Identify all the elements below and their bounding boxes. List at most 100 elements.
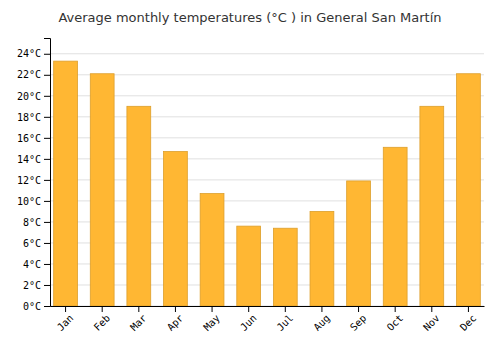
tick-mark — [358, 306, 359, 312]
tick: 20°C — [17, 91, 50, 102]
tick-mark — [44, 201, 50, 202]
tick-label: Nov — [421, 312, 442, 333]
tick-label: Sep — [348, 312, 369, 333]
tick-label: 12°C — [17, 175, 41, 186]
tick: Aug — [311, 306, 332, 333]
grid-line — [50, 137, 484, 138]
tick-mark — [44, 264, 50, 265]
bar — [200, 194, 224, 306]
tick: 4°C — [23, 259, 50, 270]
tick-label: 14°C — [17, 154, 41, 165]
plot: 0°C 2°C 4°C 6°C 8°C 10°C 12°C 14°C 16°C 18°C 20°C 2… — [17, 39, 485, 333]
bar — [164, 152, 188, 306]
tick-label: Jun — [238, 312, 259, 333]
tick-mark — [44, 138, 50, 139]
grid — [50, 54, 484, 306]
tick-mark — [395, 306, 396, 312]
tick-label: 8°C — [23, 217, 41, 228]
tick-mark — [44, 159, 50, 160]
tick-label: Jan — [55, 312, 76, 333]
tick: Dec — [458, 306, 479, 333]
bars — [54, 61, 481, 306]
tick: 14°C — [17, 154, 50, 165]
bar — [127, 106, 151, 306]
chart: Average monthly temperatures (°C ) in Ge… — [0, 0, 500, 350]
tick: Feb — [92, 306, 113, 333]
bar — [420, 106, 444, 306]
y-axis: 0°C 2°C 4°C 6°C 8°C 10°C 12°C 14°C 16°C 18°C 20°C 2… — [17, 39, 51, 312]
tick-label: 0°C — [23, 301, 41, 312]
tick-mark — [212, 306, 213, 312]
grid-line — [50, 116, 484, 117]
tick: Jul — [275, 306, 296, 333]
grid-line — [50, 242, 484, 243]
grid-line — [50, 158, 484, 159]
tick: Apr — [165, 306, 186, 333]
axis-line — [51, 306, 485, 307]
tick-label: 10°C — [17, 196, 41, 207]
tick-mark — [44, 243, 50, 244]
tick-mark — [102, 306, 103, 312]
tick: 16°C — [17, 133, 50, 144]
tick-label: Oct — [385, 312, 406, 333]
tick-label: Jul — [275, 312, 296, 333]
tick-label: Mar — [128, 312, 149, 333]
tick-mark — [248, 306, 249, 312]
grid-line — [50, 306, 484, 307]
title: Average monthly temperatures (°C ) in Ge… — [58, 10, 441, 25]
tick-label: 18°C — [17, 112, 41, 123]
tick-mark — [44, 96, 50, 97]
tick: 18°C — [17, 112, 50, 123]
tick-label: 22°C — [17, 69, 41, 80]
grid-line — [50, 53, 484, 54]
tick: Jan — [55, 306, 76, 333]
tick-label: 4°C — [23, 259, 41, 270]
tick: Mar — [128, 306, 149, 333]
tick-mark — [44, 285, 50, 286]
tick: 6°C — [23, 238, 50, 249]
tick: 12°C — [17, 175, 50, 186]
tick: May — [201, 306, 222, 333]
tick: 24°C — [17, 48, 50, 59]
grid-line — [50, 200, 484, 201]
tick-mark — [321, 306, 322, 312]
tick-label: 6°C — [23, 238, 41, 249]
tick-label: Dec — [458, 312, 479, 333]
tick-mark — [44, 180, 50, 181]
tick-label: 20°C — [17, 91, 41, 102]
tick-label: Aug — [311, 312, 332, 333]
bar — [237, 226, 261, 306]
tick-label: 24°C — [17, 48, 41, 59]
axis-line — [44, 39, 51, 307]
grid-line — [50, 179, 484, 180]
bar — [383, 147, 407, 306]
bar — [310, 211, 334, 306]
tick-label: Apr — [165, 312, 186, 333]
tick-label: May — [201, 312, 222, 333]
bar — [90, 74, 114, 306]
tick-label: Feb — [92, 312, 113, 333]
tick: 0°C — [23, 301, 50, 312]
tick-mark — [468, 306, 469, 312]
tick: 22°C — [17, 69, 50, 80]
grid-line — [50, 221, 484, 222]
tick-mark — [44, 222, 50, 223]
grid-line — [50, 263, 484, 264]
tick: 8°C — [23, 217, 50, 228]
tick: Jun — [238, 306, 259, 333]
tick: Nov — [421, 306, 442, 333]
tick-label: 2°C — [23, 280, 41, 291]
tick-mark — [44, 117, 50, 118]
tick: Oct — [385, 306, 406, 333]
tick: 2°C — [23, 280, 50, 291]
grid-line — [50, 284, 484, 285]
grid-line — [50, 95, 484, 96]
bar — [273, 228, 297, 306]
tick-mark — [431, 306, 432, 312]
tick-mark — [175, 306, 176, 312]
tick-mark — [44, 54, 50, 55]
tick-mark — [138, 306, 139, 312]
tick-mark — [65, 306, 66, 312]
tick: 10°C — [17, 196, 50, 207]
tick-mark — [285, 306, 286, 312]
